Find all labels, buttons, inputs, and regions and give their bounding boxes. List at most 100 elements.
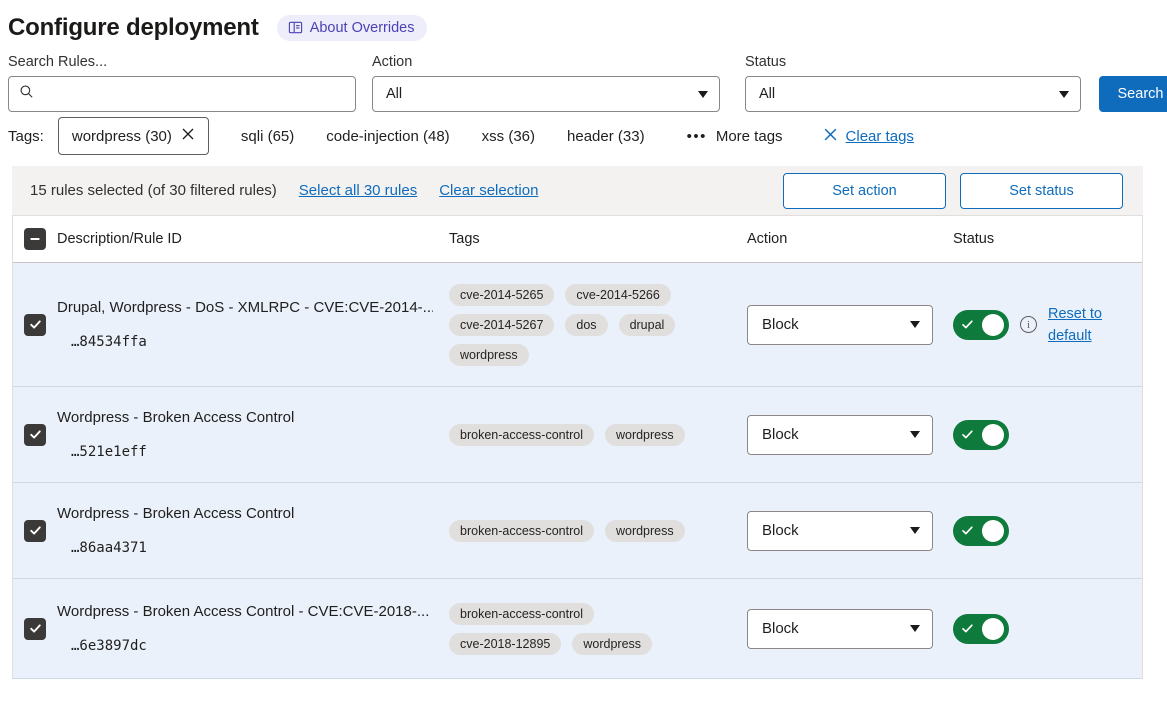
ellipsis-icon: ••• bbox=[686, 127, 707, 145]
tag-pill: cve-2014-5266 bbox=[565, 283, 671, 306]
row-action-select[interactable]: Block bbox=[747, 414, 933, 455]
close-icon bbox=[823, 127, 838, 146]
search-icon bbox=[19, 84, 34, 104]
column-header-action[interactable]: Action bbox=[747, 231, 788, 247]
status-toggle[interactable] bbox=[953, 515, 1009, 546]
select-all-checkbox[interactable] bbox=[24, 228, 46, 250]
chevron-down-icon bbox=[910, 625, 920, 632]
rule-description: Drupal, Wordpress - DoS - XMLRPC - CVE:C… bbox=[57, 298, 433, 316]
column-header-description[interactable]: Description/Rule ID bbox=[57, 231, 182, 247]
row-description-cell: Wordpress - Broken Access Control …521e1… bbox=[57, 408, 449, 462]
row-action-select[interactable]: Block bbox=[747, 510, 933, 551]
tag-list: cve-2014-5265 cve-2014-5266 cve-2014-526… bbox=[449, 283, 747, 366]
status-toggle[interactable] bbox=[953, 613, 1009, 644]
select-all-link[interactable]: Select all 30 rules bbox=[298, 182, 418, 199]
table-header-row: Description/Rule ID Tags Action Status bbox=[13, 215, 1142, 263]
table-row[interactable]: Wordpress - Broken Access Control …86aa4… bbox=[13, 483, 1142, 579]
row-checkbox-cell bbox=[13, 313, 57, 336]
article-icon bbox=[288, 20, 303, 35]
table-row[interactable]: Drupal, Wordpress - DoS - XMLRPC - CVE:C… bbox=[13, 263, 1142, 387]
clear-tags-button[interactable]: Clear tags bbox=[823, 127, 914, 146]
chevron-down-icon bbox=[1059, 90, 1069, 98]
column-header-tags[interactable]: Tags bbox=[449, 231, 480, 247]
status-select-value: All bbox=[759, 86, 776, 102]
close-icon[interactable] bbox=[181, 127, 195, 145]
chevron-down-icon bbox=[910, 431, 920, 438]
toggle-knob bbox=[982, 313, 1004, 336]
clear-tags-label: Clear tags bbox=[845, 127, 914, 145]
row-checkbox[interactable] bbox=[24, 423, 46, 446]
tag-pill: dos bbox=[565, 313, 608, 336]
row-action-value: Block bbox=[762, 316, 799, 333]
status-field-group: Status All bbox=[720, 53, 1081, 112]
status-toggle[interactable] bbox=[953, 419, 1009, 450]
row-action-value: Block bbox=[762, 522, 799, 539]
more-tags-label: More tags bbox=[715, 127, 783, 145]
search-box[interactable] bbox=[8, 76, 356, 112]
search-button[interactable]: Search bbox=[1099, 76, 1167, 112]
row-status-cell bbox=[953, 613, 1142, 644]
tag-list: broken-access-control wordpress bbox=[449, 423, 747, 446]
row-status-cell: i Reset to default bbox=[953, 303, 1142, 347]
tag-option-sqli[interactable]: sqli (65) bbox=[240, 127, 295, 145]
status-label: Status bbox=[745, 54, 787, 70]
tag-option-xss[interactable]: xss (36) bbox=[481, 127, 536, 145]
row-checkbox[interactable] bbox=[24, 519, 46, 542]
row-action-select[interactable]: Block bbox=[747, 608, 933, 649]
action-field-group: Action All bbox=[356, 53, 720, 112]
rules-table: Description/Rule ID Tags Action Status D… bbox=[12, 215, 1143, 679]
tag-pill: cve-2014-5267 bbox=[449, 313, 555, 336]
action-label: Action bbox=[372, 54, 413, 70]
row-description-cell: Drupal, Wordpress - DoS - XMLRPC - CVE:C… bbox=[57, 298, 449, 352]
rule-description: Wordpress - Broken Access Control bbox=[57, 504, 295, 522]
tag-pill: wordpress bbox=[449, 343, 529, 366]
table-row[interactable]: Wordpress - Broken Access Control …521e1… bbox=[13, 387, 1142, 483]
set-status-button[interactable]: Set status bbox=[960, 172, 1123, 209]
tag-pill: broken-access-control bbox=[449, 602, 594, 625]
info-icon[interactable]: i bbox=[1020, 316, 1037, 333]
row-action-cell: Block bbox=[747, 608, 953, 649]
selection-bar: 15 rules selected (of 30 filtered rules)… bbox=[12, 166, 1143, 215]
status-toggle[interactable] bbox=[953, 309, 1009, 340]
tag-option-code-injection[interactable]: code-injection (48) bbox=[326, 127, 450, 145]
row-description-cell: Wordpress - Broken Access Control …86aa4… bbox=[57, 504, 449, 558]
toggle-knob bbox=[982, 617, 1004, 640]
clear-selection-link[interactable]: Clear selection bbox=[439, 182, 539, 199]
tag-pill: wordpress bbox=[604, 423, 685, 446]
tag-option-header[interactable]: header (33) bbox=[567, 127, 645, 145]
row-checkbox-cell bbox=[13, 617, 57, 640]
more-tags-button[interactable]: ••• More tags bbox=[687, 128, 783, 145]
status-select[interactable]: All bbox=[745, 76, 1081, 112]
column-header-status[interactable]: Status bbox=[953, 231, 995, 247]
row-action-value: Block bbox=[762, 426, 799, 443]
tags-label: Tags: bbox=[8, 127, 44, 145]
row-status-cell bbox=[953, 419, 1142, 450]
tag-chip-selected[interactable]: wordpress (30) bbox=[57, 117, 209, 155]
table-row[interactable]: Wordpress - Broken Access Control - CVE:… bbox=[13, 579, 1142, 679]
toggle-knob bbox=[982, 423, 1004, 446]
tag-list: broken-access-control wordpress bbox=[449, 519, 747, 542]
row-action-cell: Block bbox=[747, 510, 953, 551]
set-action-button[interactable]: Set action bbox=[783, 172, 946, 209]
row-checkbox[interactable] bbox=[24, 313, 46, 336]
row-action-select[interactable]: Block bbox=[747, 304, 933, 345]
tags-bar: Tags: wordpress (30) sqli (65) code-inje… bbox=[0, 112, 1167, 160]
search-label: Search Rules... bbox=[8, 54, 108, 70]
search-input[interactable] bbox=[42, 85, 345, 103]
search-field-group: Search Rules... bbox=[8, 53, 356, 112]
about-overrides-badge[interactable]: About Overrides bbox=[276, 14, 428, 41]
row-tags-cell: cve-2014-5265 cve-2014-5266 cve-2014-526… bbox=[449, 283, 747, 366]
rule-description: Wordpress - Broken Access Control - CVE:… bbox=[57, 602, 430, 620]
page-header: Configure deployment About Overrides bbox=[0, 0, 1167, 46]
rule-id: …521e1eff bbox=[71, 443, 147, 460]
rule-description: Wordpress - Broken Access Control bbox=[57, 408, 295, 426]
row-checkbox[interactable] bbox=[24, 617, 46, 640]
chevron-down-icon bbox=[910, 321, 920, 328]
action-select[interactable]: All bbox=[372, 76, 720, 112]
row-tags-cell: broken-access-control wordpress bbox=[449, 519, 747, 542]
rule-id: …84534ffa bbox=[71, 333, 147, 350]
tag-pill: drupal bbox=[618, 313, 676, 336]
reset-to-default-link[interactable]: Reset to default bbox=[1048, 305, 1102, 344]
tag-pill: cve-2018-12895 bbox=[449, 632, 562, 655]
toggle-knob bbox=[982, 519, 1004, 542]
